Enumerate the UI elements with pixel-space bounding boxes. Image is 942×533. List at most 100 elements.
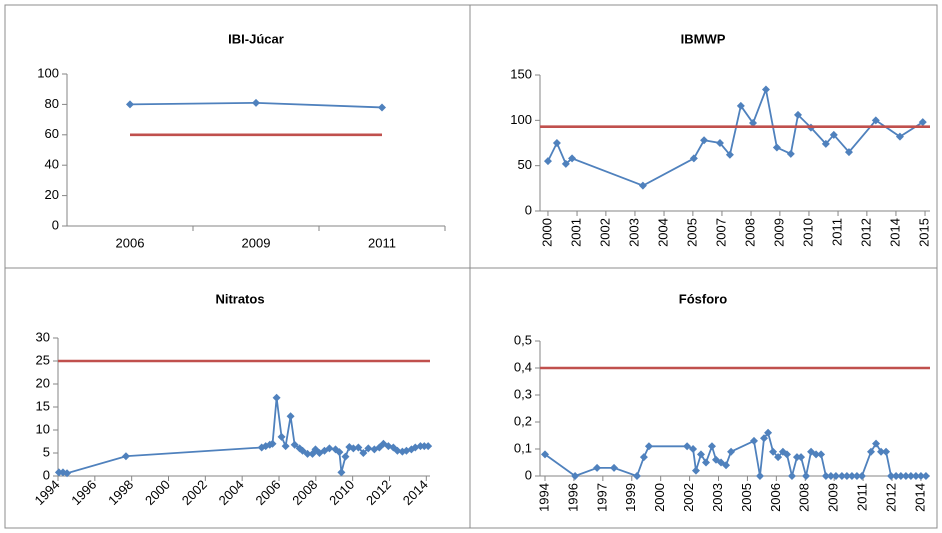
point (568, 154, 577, 163)
point (749, 436, 758, 445)
x-tick-label: 2000 (652, 483, 667, 512)
point (802, 472, 811, 480)
panel (469, 267, 938, 529)
point (691, 466, 700, 475)
point (298, 446, 307, 455)
point (359, 449, 368, 457)
y-tick-label: 25 (36, 352, 50, 367)
x-tick-label: 2002 (179, 477, 210, 508)
point (852, 472, 861, 480)
point (844, 148, 853, 157)
point (378, 103, 386, 112)
x-tick-label: 2011 (829, 218, 844, 246)
point (727, 447, 736, 456)
point (755, 472, 764, 480)
series-line (544, 430, 926, 478)
point (831, 472, 840, 480)
x-tick-label: 1998 (105, 477, 136, 508)
x-tick-label: 2014 (400, 477, 431, 508)
point (561, 159, 570, 168)
point (896, 472, 905, 480)
point (696, 450, 705, 459)
point (877, 447, 886, 456)
chart-title: IBMWP (681, 31, 726, 46)
point (268, 439, 277, 448)
point (552, 139, 561, 147)
point (761, 85, 770, 94)
chart-title: Nitratos (215, 291, 264, 306)
point (769, 447, 778, 456)
point (906, 472, 915, 480)
point (872, 439, 881, 448)
x-tick-label: 2006 (116, 235, 145, 250)
point (895, 132, 904, 141)
point (847, 472, 856, 480)
x-tick-label: 2000 (142, 477, 173, 508)
point (821, 472, 830, 480)
point (349, 444, 358, 453)
x-tick-label: 2009 (771, 218, 786, 247)
point (638, 181, 647, 190)
x-tick-label: 2000 (539, 218, 554, 247)
x-tick-label: 2003 (626, 218, 641, 247)
point (787, 472, 796, 480)
point (364, 444, 373, 453)
point (725, 150, 734, 159)
y-tick-label: 0,3 (514, 386, 532, 401)
x-tick-label: 2008 (797, 483, 812, 512)
point (867, 447, 876, 456)
point (337, 468, 346, 477)
y-tick-label: 20 (36, 375, 50, 390)
x-tick-label: 2002 (681, 483, 696, 512)
x-tick-label: 1996 (68, 477, 99, 508)
y-tick-label: 10 (36, 421, 50, 436)
y-tick-label: 15 (36, 398, 50, 413)
x-tick-label: 1994 (536, 483, 551, 512)
point (786, 149, 795, 158)
point (857, 472, 866, 480)
point (774, 453, 783, 462)
point (837, 472, 846, 480)
y-tick-label: 0,4 (514, 359, 532, 374)
x-tick-label: 1996 (565, 483, 580, 512)
x-tick-label: 2006 (768, 483, 783, 512)
point (821, 139, 830, 148)
point (749, 119, 758, 128)
point (782, 450, 791, 459)
x-tick-label: 2007 (713, 218, 728, 247)
y-tick-label: 0,1 (514, 440, 532, 455)
point (792, 453, 801, 462)
point (892, 472, 901, 480)
series-line (547, 86, 924, 187)
x-tick-label: 2009 (826, 483, 841, 512)
x-tick-label: 2008 (742, 218, 757, 247)
chart-title: IBI-Júcar (228, 31, 284, 46)
point (121, 452, 130, 461)
point (817, 450, 826, 459)
x-tick-label: 2014 (912, 483, 927, 512)
y-tick-label: 0 (525, 202, 532, 217)
point (916, 472, 925, 480)
point (632, 472, 641, 480)
y-tick-label: 60 (45, 126, 59, 141)
point (126, 100, 134, 109)
y-tick-label: 100 (510, 112, 532, 127)
x-tick-label: 2001 (568, 218, 583, 247)
point (901, 472, 910, 480)
point (543, 157, 552, 166)
x-tick-label: 2010 (800, 218, 815, 247)
point (541, 450, 550, 459)
point (826, 472, 835, 480)
point (610, 463, 619, 472)
y-tick-label: 0 (525, 467, 532, 482)
x-tick-label: 2012 (858, 218, 873, 247)
point (707, 442, 716, 451)
x-tick-label: 2012 (883, 483, 898, 512)
point (63, 469, 72, 478)
y-tick-label: 100 (37, 65, 59, 80)
point (277, 432, 286, 441)
y-tick-label: 150 (510, 66, 532, 81)
point (882, 447, 891, 456)
x-tick-label: 1997 (594, 483, 609, 512)
x-tick-label: 2011 (855, 483, 870, 511)
